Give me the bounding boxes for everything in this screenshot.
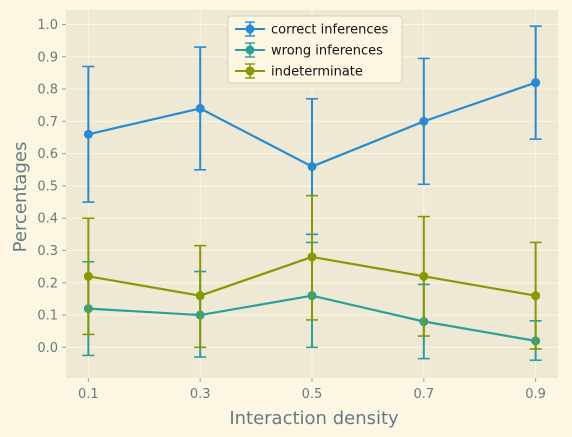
x-tick-label: 0.3 — [190, 387, 211, 402]
x-tick-label: 0.1 — [78, 387, 99, 402]
legend: correct inferences wrong inferences indete… — [227, 15, 403, 84]
y-axis-label: Percentages — [10, 142, 31, 253]
legend-box — [227, 15, 403, 84]
x-tick-label: 0.5 — [302, 387, 323, 402]
y-tick-label: 0.4 — [37, 212, 58, 227]
legend-marker — [245, 45, 255, 55]
y-tick-label: 0.6 — [37, 147, 58, 162]
x-tick-label: 0.9 — [525, 387, 546, 402]
y-tick-label: 0.3 — [37, 244, 58, 259]
y-tick-label: 0.1 — [37, 309, 58, 324]
series-layer — [82, 25, 542, 362]
y-tick-label: 0.7 — [37, 115, 58, 130]
x-axis-label: Interaction density — [229, 408, 399, 429]
legend-item: indeterminate — [235, 63, 363, 80]
legend-item: correct inferences — [235, 21, 389, 38]
data-point — [419, 116, 429, 126]
y-tick-label: 1.0 — [37, 18, 58, 33]
legend-marker — [245, 66, 255, 76]
legend-label: indeterminate — [271, 65, 363, 80]
legend-label: wrong inferences — [271, 44, 383, 59]
y-tick-label: 0.8 — [37, 83, 58, 98]
data-point — [195, 291, 205, 301]
y-tick-label: 0.0 — [37, 341, 58, 356]
data-point — [531, 78, 541, 88]
data-point — [531, 291, 541, 301]
data-point — [195, 103, 205, 113]
data-point — [419, 271, 429, 281]
y-tick-label: 0.5 — [37, 179, 58, 194]
x-axis-ticks: 0.1 0.3 0.5 0.7 0.9 — [78, 378, 546, 402]
data-point — [307, 162, 317, 172]
series-3 — [82, 194, 542, 350]
legend-item: wrong inferences — [235, 42, 383, 59]
x-tick-label: 0.7 — [413, 387, 434, 402]
y-tick-label: 0.2 — [37, 276, 58, 291]
legend-label: correct inferences — [271, 23, 389, 38]
y-axis-ticks: 0.0 0.1 0.2 0.3 0.4 0.5 0.6 0.7 0.8 0.9 1.0 — [37, 18, 66, 356]
data-point — [307, 252, 317, 262]
data-point — [83, 129, 93, 139]
data-point — [83, 271, 93, 281]
legend-marker — [245, 24, 255, 34]
y-tick-label: 0.9 — [37, 50, 58, 65]
